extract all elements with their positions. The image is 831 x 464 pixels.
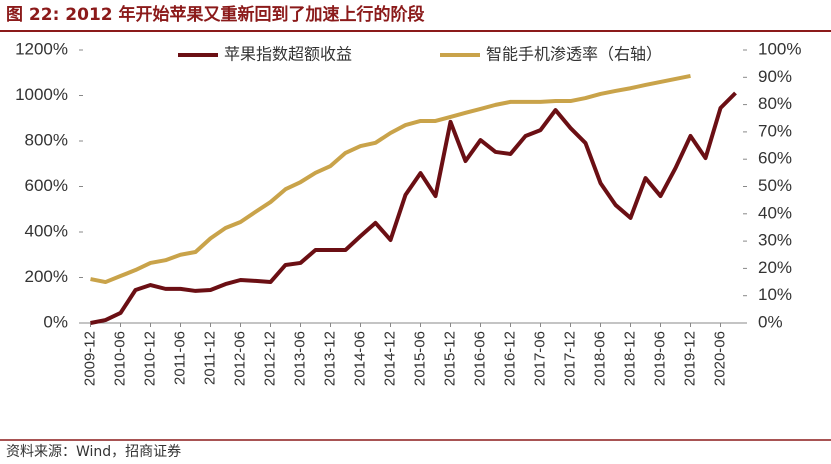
- y2-tick-label: 100%: [758, 39, 801, 58]
- x-tick-label: 2020-06: [711, 331, 728, 386]
- y-tick-label: 400%: [25, 221, 68, 240]
- y-tick-label: 0%: [43, 312, 68, 331]
- y2-tick-label: 20%: [758, 258, 792, 277]
- y-tick-label: 200%: [25, 267, 68, 286]
- y-tick-label: 800%: [25, 130, 68, 149]
- x-tick-label: 2019-06: [651, 331, 668, 386]
- x-tick-label: 2014-06: [351, 331, 368, 386]
- x-tick-label: 2014-12: [381, 331, 398, 386]
- y-tick-label: 1200%: [15, 39, 68, 58]
- y2-tick-label: 30%: [758, 231, 792, 250]
- x-tick-label: 2017-06: [531, 331, 548, 386]
- y2-tick-label: 90%: [758, 67, 792, 86]
- x-tick-label: 2015-06: [411, 331, 428, 386]
- y-tick-label: 600%: [25, 176, 68, 195]
- y2-tick-label: 50%: [758, 176, 792, 195]
- x-tick-label: 2018-06: [591, 331, 608, 386]
- x-tick-label: 2013-12: [321, 331, 338, 386]
- x-tick-label: 2012-12: [261, 331, 278, 386]
- series-line: [90, 91, 737, 325]
- legend-label: 苹果指数超额收益: [224, 45, 352, 64]
- x-tick-label: 2016-06: [471, 331, 488, 386]
- chart-title: 图 22: 2012 年开始苹果又重新回到了加速上行的阶段: [6, 4, 425, 25]
- x-tick-label: 2019-12: [681, 331, 698, 386]
- y-tick-label: 1000%: [15, 85, 68, 104]
- x-tick-label: 2010-12: [141, 331, 158, 386]
- y2-tick-label: 0%: [758, 312, 783, 331]
- x-tick-label: 2011-12: [201, 331, 218, 385]
- x-tick-label: 2011-06: [171, 331, 188, 385]
- x-tick-label: 2016-12: [501, 331, 518, 386]
- x-tick-label: 2013-06: [291, 331, 308, 386]
- y2-tick-label: 10%: [758, 285, 792, 304]
- series-line: [90, 73, 691, 285]
- legend-label: 智能手机渗透率（右轴）: [486, 45, 662, 64]
- x-tick-label: 2018-12: [621, 331, 638, 386]
- x-tick-label: 2009-12: [81, 331, 98, 386]
- source: 资料来源：Wind，招商证券: [6, 444, 181, 460]
- y2-tick-label: 80%: [758, 94, 792, 113]
- y2-tick-label: 40%: [758, 203, 792, 222]
- x-tick-label: 2012-06: [231, 331, 248, 386]
- x-tick-label: 2010-06: [111, 331, 128, 386]
- y2-tick-label: 70%: [758, 121, 792, 140]
- x-tick-label: 2017-12: [561, 331, 578, 386]
- y2-tick-label: 60%: [758, 149, 792, 168]
- x-tick-label: 2015-12: [441, 331, 458, 386]
